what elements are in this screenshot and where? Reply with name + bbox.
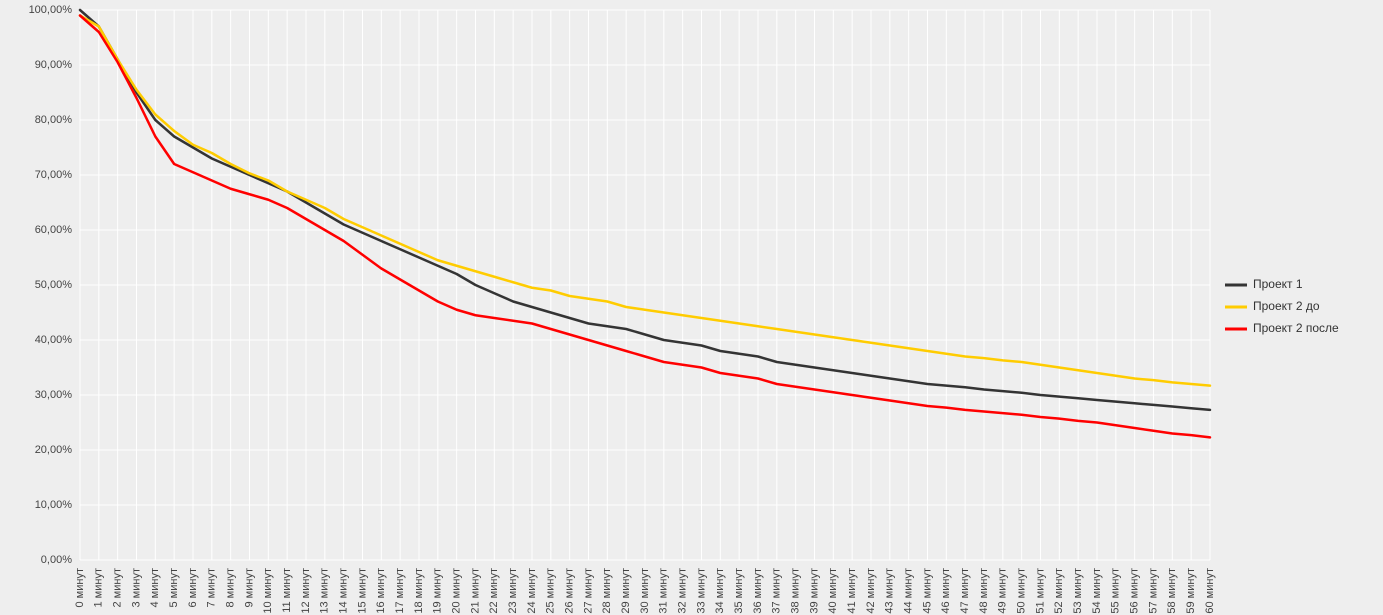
- x-tick-label: 53 минут: [1072, 568, 1084, 614]
- x-tick-label: 42 минут: [865, 568, 877, 614]
- chart-svg: 0,00% 10,00% 20,00% 30,00% 40,00% 50,00% 60,00…: [0, 0, 1383, 615]
- x-tick-label: 55 минут: [1110, 568, 1122, 614]
- x-tick-label: 52 минут: [1053, 568, 1065, 614]
- x-tick-label: 17 минут: [394, 568, 406, 614]
- y-tick-label: 50,00%: [35, 279, 73, 291]
- y-tick-label: 100,00%: [29, 4, 73, 16]
- x-tick-label: 36 минут: [752, 568, 764, 614]
- x-tick-label: 1 минут: [93, 568, 105, 608]
- x-tick-label: 41 минут: [846, 568, 858, 614]
- y-tick-label: 20,00%: [35, 444, 73, 456]
- x-tick-label: 20 минут: [451, 568, 463, 614]
- x-tick-label: 14 минут: [338, 568, 350, 614]
- x-tick-label: 57 минут: [1147, 568, 1159, 614]
- x-axis-labels: 0 минут 1 минут 2 минут 3 минут 4 минут 5 мин…: [74, 568, 1216, 614]
- y-tick-label: 90,00%: [35, 59, 73, 71]
- x-tick-label: 38 минут: [790, 568, 802, 614]
- x-tick-label: 30 минут: [639, 568, 651, 614]
- x-tick-label: 27 минут: [582, 568, 594, 614]
- x-tick-label: 4 минут: [149, 568, 161, 608]
- x-tick-label: 51 минут: [1034, 568, 1046, 614]
- y-tick-label: 70,00%: [35, 169, 73, 181]
- x-tick-label: 26 минут: [564, 568, 576, 614]
- x-tick-label: 8 минут: [225, 568, 237, 608]
- x-tick-label: 11 минут: [281, 568, 293, 613]
- x-tick-label: 29 минут: [620, 568, 632, 614]
- x-tick-label: 56 минут: [1129, 568, 1141, 614]
- x-tick-label: 24 минут: [526, 568, 538, 614]
- x-tick-label: 21 минут: [469, 568, 481, 614]
- gridlines: [80, 10, 1210, 560]
- x-tick-label: 10 минут: [262, 568, 274, 614]
- x-tick-label: 33 минут: [695, 568, 707, 614]
- x-tick-label: 2 минут: [112, 568, 124, 608]
- x-tick-label: 5 минут: [168, 568, 180, 608]
- x-tick-label: 59 минут: [1185, 568, 1197, 614]
- legend-label: Проект 2 после: [1253, 321, 1339, 335]
- x-tick-label: 49 минут: [997, 568, 1009, 614]
- x-tick-label: 48 минут: [978, 568, 990, 614]
- x-tick-label: 39 минут: [808, 568, 820, 614]
- x-tick-label: 12 минут: [300, 568, 312, 614]
- x-tick-label: 3 минут: [130, 568, 142, 608]
- legend-label: Проект 1: [1253, 277, 1303, 291]
- x-tick-label: 31 минут: [658, 568, 670, 614]
- x-tick-label: 54 минут: [1091, 568, 1103, 614]
- x-tick-label: 9 минут: [243, 568, 255, 608]
- legend-label: Проект 2 до: [1253, 299, 1320, 313]
- x-tick-label: 0 минут: [74, 568, 86, 608]
- x-tick-label: 18 минут: [413, 568, 425, 614]
- x-tick-label: 28 минут: [601, 568, 613, 614]
- x-tick-label: 34 минут: [714, 568, 726, 614]
- x-tick-label: 60 минут: [1204, 568, 1216, 614]
- x-tick-label: 32 минут: [677, 568, 689, 614]
- x-tick-label: 47 минут: [959, 568, 971, 614]
- x-tick-label: 50 минут: [1016, 568, 1028, 614]
- x-tick-label: 43 минут: [884, 568, 896, 614]
- line-chart: 0,00% 10,00% 20,00% 30,00% 40,00% 50,00% 60,00…: [0, 0, 1383, 615]
- x-tick-label: 6 минут: [187, 568, 199, 608]
- x-tick-label: 23 минут: [507, 568, 519, 614]
- x-tick-label: 35 минут: [733, 568, 745, 614]
- y-tick-label: 60,00%: [35, 224, 73, 236]
- x-tick-label: 40 минут: [827, 568, 839, 614]
- x-tick-label: 19 минут: [432, 568, 444, 614]
- x-tick-label: 58 минут: [1166, 568, 1178, 614]
- chart-background: [0, 0, 1383, 615]
- y-tick-label: 30,00%: [35, 389, 73, 401]
- y-tick-label: 40,00%: [35, 334, 73, 346]
- x-tick-label: 46 минут: [940, 568, 952, 614]
- x-tick-label: 7 минут: [206, 568, 218, 608]
- x-tick-label: 45 минут: [921, 568, 933, 614]
- x-tick-label: 25 минут: [545, 568, 557, 614]
- x-tick-label: 15 минут: [356, 568, 368, 614]
- y-tick-label: 10,00%: [35, 499, 73, 511]
- x-tick-label: 22 минут: [488, 568, 500, 614]
- y-tick-label: 0,00%: [41, 554, 72, 566]
- x-tick-label: 13 минут: [319, 568, 331, 614]
- x-tick-label: 37 минут: [771, 568, 783, 614]
- y-tick-label: 80,00%: [35, 114, 73, 126]
- x-tick-label: 16 минут: [375, 568, 387, 614]
- x-tick-label: 44 минут: [903, 568, 915, 614]
